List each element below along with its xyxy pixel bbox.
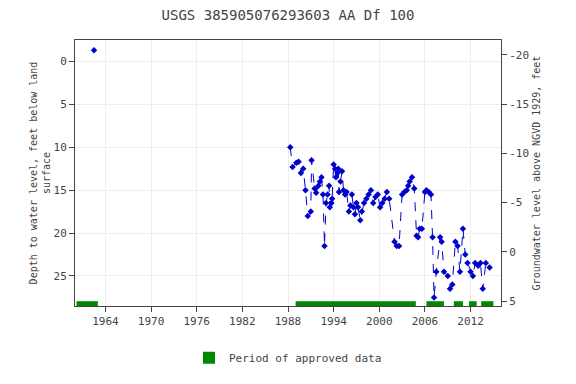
svg-text:2012: 2012 bbox=[457, 315, 484, 328]
svg-text:5: 5 bbox=[509, 295, 516, 308]
svg-text:2000: 2000 bbox=[366, 315, 393, 328]
svg-text:-5: -5 bbox=[509, 196, 522, 209]
svg-text:-10: -10 bbox=[509, 147, 529, 160]
svg-text:1970: 1970 bbox=[138, 315, 165, 328]
svg-text:15: 15 bbox=[54, 184, 67, 197]
svg-text:1982: 1982 bbox=[229, 315, 256, 328]
svg-text:2006: 2006 bbox=[412, 315, 439, 328]
svg-text:-20: -20 bbox=[509, 49, 529, 62]
svg-text:-15: -15 bbox=[509, 98, 529, 111]
svg-text:0: 0 bbox=[509, 246, 516, 259]
svg-text:Groundwater level above NGVD 1: Groundwater level above NGVD 1929, feet bbox=[531, 56, 542, 291]
svg-text:1988: 1988 bbox=[275, 315, 302, 328]
svg-text:20: 20 bbox=[54, 227, 67, 240]
svg-text:1994: 1994 bbox=[320, 315, 347, 328]
svg-text:1964: 1964 bbox=[92, 315, 119, 328]
svg-text:10: 10 bbox=[54, 141, 67, 154]
svg-text:Depth to water level, feet bel: Depth to water level, feet below landsur… bbox=[28, 62, 52, 285]
svg-text:25: 25 bbox=[54, 270, 67, 283]
svg-text:USGS 385905076293603 AA Df 100: USGS 385905076293603 AA Df 100 bbox=[162, 7, 415, 23]
svg-text:5: 5 bbox=[60, 98, 67, 111]
svg-text:0: 0 bbox=[60, 55, 67, 68]
svg-text:1976: 1976 bbox=[183, 315, 210, 328]
svg-text:Period of approved data: Period of approved data bbox=[229, 352, 381, 365]
